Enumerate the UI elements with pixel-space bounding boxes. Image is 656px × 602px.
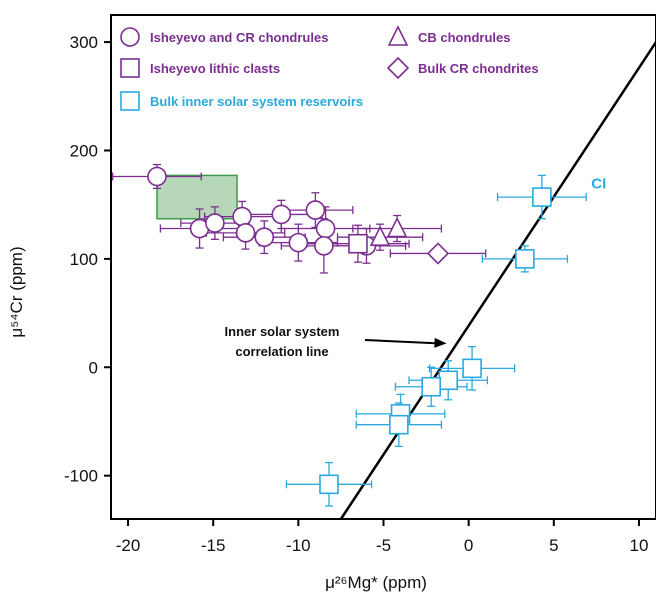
data-point-circle — [205, 213, 225, 233]
data-point-circle — [314, 236, 334, 256]
data-point-square — [462, 358, 482, 379]
legend-label: Bulk inner solar system reservoirs — [150, 94, 363, 109]
y-tick-label: 0 — [89, 358, 98, 377]
correlation-annotation: Inner solar system correlation line — [225, 324, 447, 359]
legend-marker-square — [120, 91, 140, 111]
data-point-circle — [232, 206, 252, 227]
data-point-triangle — [386, 216, 408, 238]
legend-label: Bulk CR chondrites — [418, 61, 539, 76]
data-point-square — [389, 414, 409, 435]
axis-ticks-layer: -20 -15 -10 -5 0 5 10 300 200 100 0 -100 — [64, 33, 648, 555]
legend-marker-circle — [120, 27, 140, 47]
x-tick-label: -10 — [286, 536, 311, 555]
shaded-region — [156, 174, 238, 220]
legend: Isheyevo and CR chondrules CB chondrules I… — [120, 25, 539, 111]
plot-frame — [110, 14, 656, 520]
y-tick-label: 200 — [70, 141, 98, 160]
data-point-square — [438, 370, 459, 391]
x-tick-label: 5 — [549, 536, 558, 555]
x-tick-label: -15 — [201, 536, 226, 555]
legend-marker-square — [120, 58, 140, 78]
legend-marker-diamond — [386, 56, 410, 80]
data-point-triangle — [369, 225, 391, 246]
correlation-arrow — [364, 339, 439, 345]
legend-marker-triangle — [387, 25, 409, 46]
legend-label: Isheyevo and CR chondrules — [150, 30, 328, 45]
legend-label: Isheyevo lithic clasts — [150, 61, 280, 76]
x-axis-label: μ²⁶Mg* (ppm) — [325, 573, 427, 592]
y-tick-label: 300 — [70, 33, 98, 52]
correlation-arrowhead — [434, 337, 447, 348]
data-point-circle — [147, 166, 167, 187]
correlation-line-layer — [339, 41, 656, 520]
legend-label: CB chondrules — [418, 30, 510, 45]
correlation-annotation-line-1: Inner solar system — [225, 324, 340, 339]
y-axis-label: μ⁵⁴Cr (ppm) — [7, 246, 26, 337]
data-point-circle — [305, 200, 326, 220]
x-tick-label: -5 — [376, 536, 391, 555]
shaded-region-layer — [156, 174, 238, 220]
data-point-circle — [235, 223, 256, 243]
data-point-diamond — [426, 242, 450, 265]
data-points-layer — [112, 163, 587, 507]
correlation-annotation-line-2: correlation line — [235, 344, 328, 359]
x-tick-label: -20 — [116, 536, 141, 555]
x-tick-label: 10 — [630, 536, 649, 555]
data-point-circle — [288, 232, 309, 253]
data-point-square — [515, 249, 535, 269]
correlation-line — [339, 41, 656, 520]
x-tick-label: 0 — [464, 536, 473, 555]
data-point-circle — [315, 218, 336, 239]
y-tick-label: -100 — [64, 467, 98, 486]
data-point-square — [532, 187, 552, 207]
data-point-circle — [271, 204, 292, 225]
data-point-square — [421, 376, 441, 397]
ci-label: CI — [591, 175, 606, 192]
data-point-square — [348, 233, 368, 254]
y-tick-label: 100 — [70, 250, 98, 269]
data-point-circle — [254, 227, 275, 247]
data-point-square — [319, 474, 339, 495]
